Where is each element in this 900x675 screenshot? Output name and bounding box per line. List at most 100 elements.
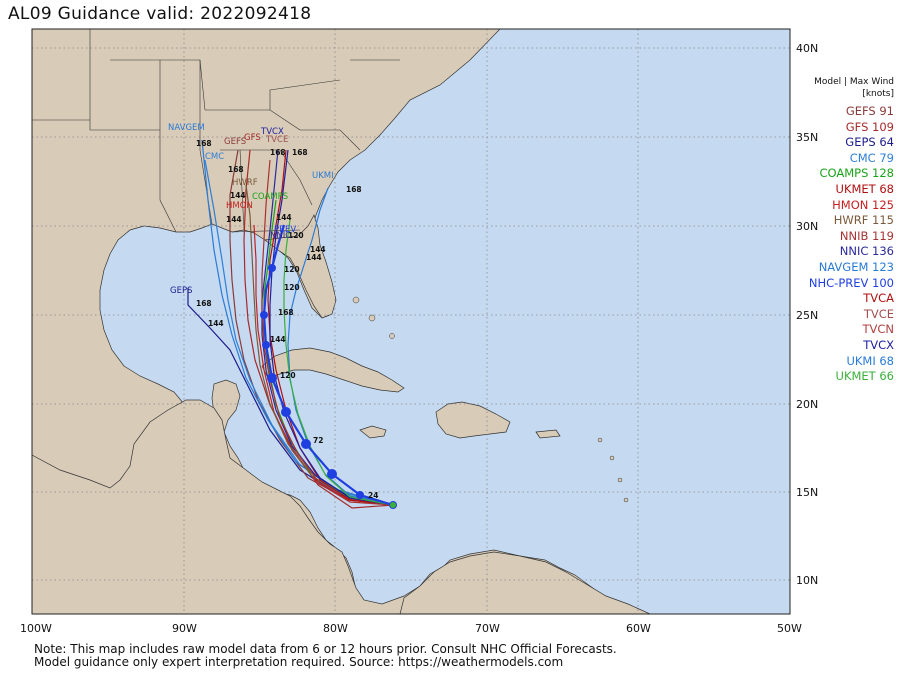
track-hwrf	[245, 184, 394, 506]
svg-text:168: 168	[196, 139, 212, 148]
legend-entry-cmc: CMC 79	[849, 150, 894, 165]
legend-entry-nhc-prev: NHC-PREV 100	[808, 275, 894, 290]
map-label-ukmi: UKMI	[312, 171, 334, 181]
svg-text:144: 144	[270, 335, 286, 344]
svg-text:168: 168	[228, 165, 244, 174]
track-ukmet-2	[283, 219, 394, 506]
map-title: AL09 Guidance valid: 2022092418	[8, 4, 312, 24]
legend-header: Model | Max Wind [knots]	[809, 76, 894, 100]
nhc-markers	[260, 264, 397, 509]
map-label-prev: PREV	[274, 225, 296, 235]
svg-text:144: 144	[208, 319, 224, 328]
legend-entry-ukmet-2: UKMET 66	[835, 369, 894, 384]
svg-text:120: 120	[284, 265, 300, 274]
legend-entry-geps: GEPS 64	[845, 135, 894, 150]
legend-entry-coamps: COAMPS 128	[819, 166, 894, 181]
track-hmon	[253, 224, 394, 506]
land-florida	[264, 214, 337, 319]
legend-entry-navgem: NAVGEM 123	[818, 259, 894, 274]
svg-text:144: 144	[230, 191, 246, 200]
svg-text:144: 144	[226, 215, 242, 224]
map-model-labels: NAVGEM CMC GEFS TVCX GFS TVCE HWRF COAMP…	[168, 123, 334, 296]
map-label-gfs: GFS	[244, 133, 261, 143]
lon-label-70w: 70W	[475, 622, 500, 635]
map-label-tvcx: TVCX	[260, 127, 284, 137]
lon-label-60w: 60W	[626, 622, 651, 635]
legend-entry-tvcx: TVCX	[863, 337, 894, 352]
land-bahamas-3	[389, 333, 395, 339]
lat-label-30n: 30N	[796, 220, 818, 233]
model-legend: Model | Max Wind [knots] GEFS 91 GFS 109…	[809, 76, 894, 385]
model-tracks	[187, 139, 394, 509]
legend-entry-ukmet: UKMET 68	[835, 181, 894, 196]
map-label-hmon: HMON	[226, 201, 253, 211]
svg-text:168: 168	[278, 308, 294, 317]
map-label-hwrf: HWRF	[232, 178, 258, 188]
map-label-gefs: GEFS	[224, 137, 246, 147]
track-tvcx	[269, 149, 394, 506]
map-frame	[31, 28, 791, 615]
svg-text:144: 144	[276, 213, 292, 222]
lat-label-15n: 15N	[796, 486, 818, 499]
svg-text:120: 120	[280, 371, 296, 380]
lat-label-35n: 35N	[796, 131, 818, 144]
svg-text:120: 120	[288, 231, 304, 240]
svg-text:24: 24	[368, 491, 378, 500]
svg-text:72: 72	[313, 436, 323, 445]
land-masses	[32, 29, 651, 614]
land-antilles-3	[623, 497, 629, 503]
lon-label-80w: 80W	[323, 622, 348, 635]
storm-origin	[390, 502, 396, 508]
legend-entry-tvce: TVCE	[863, 306, 894, 321]
footnote: Note: This map includes raw model data f…	[34, 643, 617, 669]
svg-text:168: 168	[292, 148, 308, 157]
lat-axis-labels: 10N 15N 20N 25N 30N 35N 40N	[796, 42, 818, 587]
svg-text:168: 168	[346, 185, 362, 194]
track-nnib	[261, 159, 394, 506]
legend-entry-tvca: TVCA	[863, 291, 894, 306]
track-ukmet	[267, 149, 394, 506]
map-label-nnic: NNIC	[270, 231, 291, 241]
legend-entry-gfs: GFS 109	[845, 119, 894, 134]
legend-entry-tvcn: TVCN	[862, 322, 894, 337]
legend-entry-hmon: HMON 125	[832, 197, 894, 212]
track-gfs	[243, 149, 394, 509]
land-antilles-4	[597, 437, 603, 443]
forecast-hour-labels: 24 72 144 168 120 120 168 168 168 168 16…	[196, 139, 378, 500]
footnote-line1: Note: This map includes raw model data f…	[34, 642, 617, 656]
land-jamaica	[359, 425, 387, 439]
legend-entry-hwrf: HWRF 115	[833, 213, 894, 228]
legend-entry-ukmi: UKMI 68	[846, 353, 894, 368]
legend-entry-nnib: NNIB 119	[839, 228, 894, 243]
legend-entry-nnic: NNIC 136	[839, 244, 894, 259]
lon-axis-labels: 100W 90W 80W 70W 60W 50W	[20, 622, 802, 635]
svg-text:144: 144	[310, 245, 326, 254]
graticule	[32, 29, 790, 614]
lat-label-25n: 25N	[796, 309, 818, 322]
svg-text:120: 120	[284, 283, 300, 292]
land-south-america	[399, 551, 651, 614]
lon-label-50w: 50W	[777, 622, 802, 635]
land-antilles-1	[609, 455, 615, 461]
land-bahamas-1	[352, 296, 360, 304]
land-antilles-2	[617, 477, 623, 483]
lon-label-100w: 100W	[20, 622, 52, 635]
map-label-navgem: NAVGEM	[168, 123, 205, 133]
map-label-tvce: TVCE	[265, 135, 288, 145]
legend-entry-gefs: GEFS 91	[845, 104, 894, 118]
land-hispaniola	[435, 401, 511, 439]
svg-text:168: 168	[196, 299, 212, 308]
map-label-geps: GEPS	[170, 286, 192, 296]
map-label-cmc: CMC	[205, 152, 224, 162]
land-cuba	[261, 347, 405, 393]
svg-text:168: 168	[270, 148, 286, 157]
footnote-line2: Model guidance only expert interpretatio…	[34, 655, 564, 669]
lat-label-20n: 20N	[796, 398, 818, 411]
legend-header-line2: [knots]	[862, 89, 894, 99]
land-bahamas-2	[368, 314, 376, 322]
legend-header-line1: Model | Max Wind	[814, 77, 894, 87]
map-label-coamps: COAMPS	[252, 192, 288, 202]
lat-label-40n: 40N	[796, 42, 818, 55]
svg-text:144: 144	[306, 253, 322, 262]
